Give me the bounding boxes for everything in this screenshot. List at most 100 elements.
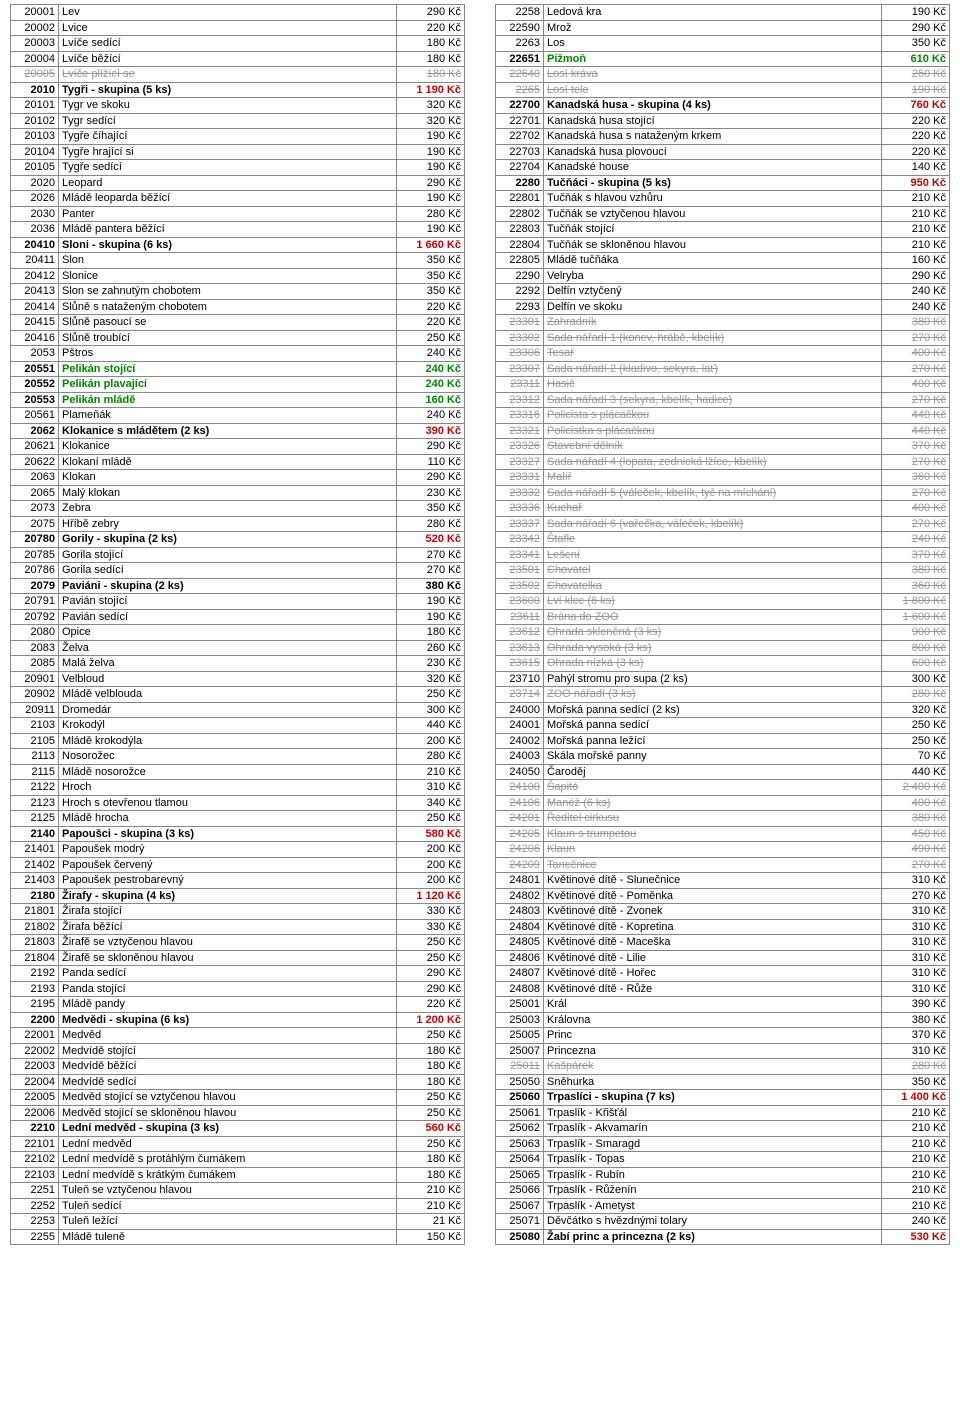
item-code: 25005 [496,1028,544,1044]
item-price: 200 Kč [397,873,465,889]
item-code: 2026 [11,191,59,207]
item-name: Květinové dítě - Růže [544,981,882,997]
table-row: 20551Pelikán stojící240 Kč [11,361,465,377]
item-name: Čaroděj [544,764,882,780]
item-price: 210 Kč [882,1152,950,1168]
item-code: 20410 [11,237,59,253]
item-price: 190 Kč [882,82,950,98]
item-price: 950 Kč [882,175,950,191]
table-row: 22704Kanadské house140 Kč [496,160,950,176]
item-code: 21802 [11,919,59,935]
item-code: 22001 [11,1028,59,1044]
table-row: 25064Trpaslík - Topas210 Kč [496,1152,950,1168]
item-code: 2062 [11,423,59,439]
item-name: Leopard [59,175,397,191]
item-code: 20621 [11,439,59,455]
table-row: 20003Lvíče sedící180 Kč [11,36,465,52]
table-row: 2026Mládě leoparda běžící190 Kč [11,191,465,207]
left-column: 20001Lev290 Kč20002Lvice220 Kč20003Lvíče… [10,4,465,1245]
item-code: 23336 [496,501,544,517]
table-row: 22640Losí kráva260 Kč [496,67,950,83]
item-name: Brána do ZOO [544,609,882,625]
item-code: 22006 [11,1105,59,1121]
item-code: 23306 [496,346,544,362]
table-row: 20786Gorila sedící270 Kč [11,563,465,579]
item-name: Medvídě sedící [59,1074,397,1090]
table-row: 2193Panda stojící290 Kč [11,981,465,997]
item-code: 20005 [11,67,59,83]
item-code: 24801 [496,873,544,889]
item-code: 20785 [11,547,59,563]
table-row: 22651Pižmoň610 Kč [496,51,950,67]
item-name: Pelikán stojící [59,361,397,377]
item-code: 2103 [11,718,59,734]
item-code: 23331 [496,470,544,486]
item-price: 330 Kč [397,919,465,935]
item-price: 310 Kč [882,950,950,966]
item-code: 23501 [496,563,544,579]
item-code: 23307 [496,361,544,377]
item-code: 2053 [11,346,59,362]
table-row: 24003Skála mořské panny70 Kč [496,749,950,765]
table-row: 23321Policistka s plácačkou440 Kč [496,423,950,439]
item-code: 25060 [496,1090,544,1106]
item-code: 2010 [11,82,59,98]
item-price: 440 Kč [882,408,950,424]
item-price: 290 Kč [397,966,465,982]
item-name: Chovatelka [544,578,882,594]
table-row: 25060Trpaslíci - skupina (7 ks)1 400 Kč [496,1090,950,1106]
item-name: Klaun [544,842,882,858]
item-name: Lední medvídě s krátkým čumákem [59,1167,397,1183]
item-name: Květinové dítě - Slunečnice [544,873,882,889]
item-name: Slůně troubící [59,330,397,346]
item-code: 23327 [496,454,544,470]
item-name: Lední medvídě s protáhlým čumákem [59,1152,397,1168]
item-name: Panda stojící [59,981,397,997]
item-code: 25071 [496,1214,544,1230]
item-name: Policista s plácačkou [544,408,882,424]
item-name: Klokanice s mládětem (2 ks) [59,423,397,439]
item-code: 20786 [11,563,59,579]
table-row: 25011Kašpárek280 Kč [496,1059,950,1075]
table-row: 22005Medvěd stojící se vztyčenou hlavou2… [11,1090,465,1106]
item-price: 190 Kč [397,594,465,610]
item-name: Tygře sedící [59,160,397,176]
table-row: 23337Sada nářadí 6 (vařečka, váleček, kb… [496,516,950,532]
table-row: 20901Velbloud320 Kč [11,671,465,687]
item-name: Tanečnice [544,857,882,873]
table-row: 22101Lední medvěd250 Kč [11,1136,465,1152]
item-name: Kanadská husa plovoucí [544,144,882,160]
item-price: 350 Kč [882,1074,950,1090]
item-price: 380 Kč [882,563,950,579]
table-row: 2122Hroch310 Kč [11,780,465,796]
item-name: Papoušek modrý [59,842,397,858]
item-code: 24100 [496,780,544,796]
item-price: 180 Kč [397,625,465,641]
table-row: 20005Lvíče plížící se180 Kč [11,67,465,83]
item-price: 210 Kč [397,1183,465,1199]
table-row: 23615Ohrada nízká (3 ks)600 Kč [496,656,950,672]
item-name: Trpaslík - Topas [544,1152,882,1168]
item-price: 250 Kč [882,718,950,734]
item-name: Ředitel cirkusu [544,811,882,827]
item-code: 25007 [496,1043,544,1059]
table-row: 24803Květinové dítě - Zvonek310 Kč [496,904,950,920]
item-name: Tuleň se vztyčenou hlavou [59,1183,397,1199]
item-code: 25063 [496,1136,544,1152]
item-code: 20901 [11,671,59,687]
table-row: 2085Malá želva230 Kč [11,656,465,672]
table-row: 24002Mořská panna ležící250 Kč [496,733,950,749]
table-row: 23613Ohrada vysoká (3 ks)800 Kč [496,640,950,656]
item-name: Velryba [544,268,882,284]
table-row: 22802Tučňák se vztyčenou hlavou210 Kč [496,206,950,222]
item-price: 110 Kč [397,454,465,470]
item-price: 290 Kč [882,20,950,36]
item-code: 23312 [496,392,544,408]
table-row: 23336Kuchař400 Kč [496,501,950,517]
item-code: 2073 [11,501,59,517]
item-name: Žirafě se skloněnou hlavou [59,950,397,966]
item-code: 23316 [496,408,544,424]
table-row: 20412Slonice350 Kč [11,268,465,284]
item-price: 250 Kč [882,733,950,749]
item-code: 2075 [11,516,59,532]
